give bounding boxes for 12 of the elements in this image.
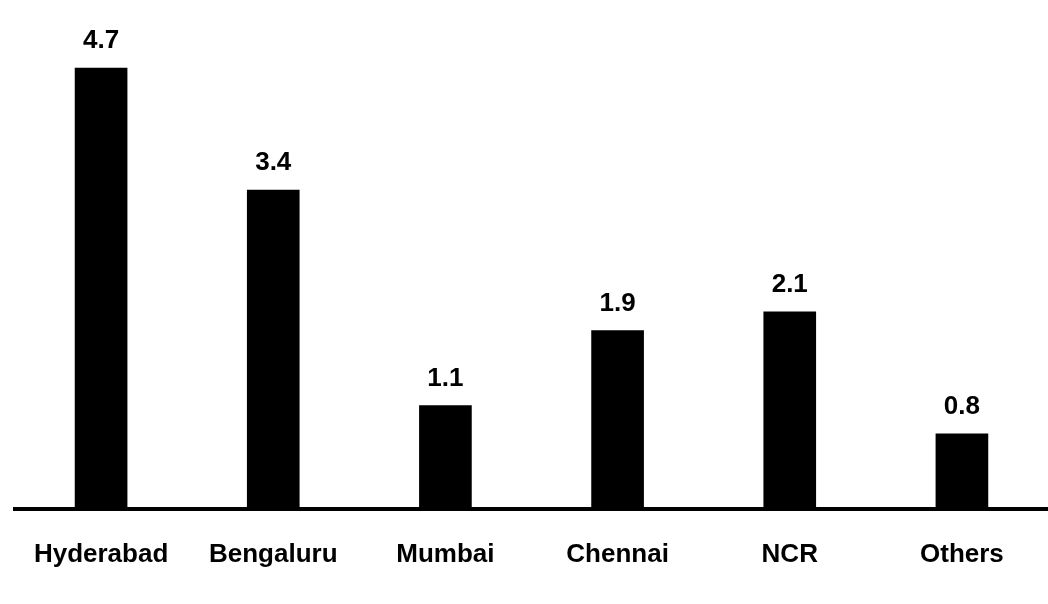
- x-tick-label: Others: [920, 537, 1004, 568]
- x-tick-label: NCR: [761, 537, 819, 568]
- data-label: 1.9: [599, 286, 636, 317]
- data-label: 3.4: [255, 146, 292, 177]
- x-tick-label: Mumbai: [396, 537, 495, 568]
- data-label: 0.8: [943, 389, 980, 420]
- x-tick-label: Bengaluru: [208, 537, 338, 568]
- data-label: 4.7: [83, 24, 120, 55]
- x-tick-label: Chennai: [566, 537, 669, 568]
- data-label: 2.1: [771, 268, 808, 299]
- x-tick-label: Hyderabad: [33, 537, 169, 568]
- data-label: 1.1: [427, 361, 464, 392]
